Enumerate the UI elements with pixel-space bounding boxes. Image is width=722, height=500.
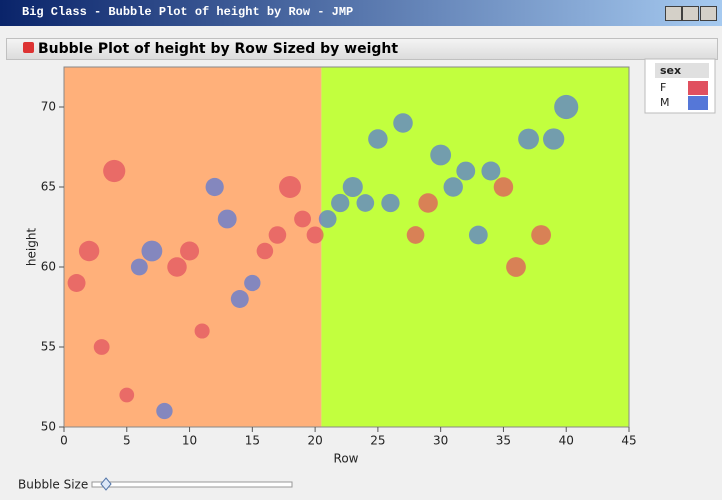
x-tick-label: 0: [60, 434, 68, 448]
plot-frame: [63, 66, 630, 428]
y-tick-label: 65: [41, 180, 56, 194]
bubble: [167, 257, 187, 277]
bubble: [381, 193, 400, 213]
report-header: Bubble Plot of height by Row Sized by we…: [6, 38, 718, 60]
slider-track[interactable]: [91, 481, 293, 488]
x-tick-label: 35: [496, 434, 511, 448]
bubble: [318, 210, 337, 228]
x-tick-label: 30: [433, 434, 448, 448]
x-axis-label: Row: [334, 452, 359, 466]
bubble: [217, 209, 237, 229]
close-button[interactable]: [700, 6, 717, 21]
x-tick-label: 40: [559, 434, 574, 448]
bubble: [130, 258, 148, 276]
report-title: Bubble Plot of height by Row Sized by we…: [38, 41, 399, 57]
bubble: [141, 240, 163, 262]
bubble: [67, 274, 86, 292]
bubble: [256, 242, 274, 260]
bubble: [331, 193, 350, 213]
bubble: [244, 274, 261, 292]
bubble: [554, 94, 579, 120]
minimize-button[interactable]: [665, 6, 682, 21]
bubble: [230, 290, 249, 308]
window-title: Big Class - Bubble Plot of height by Row…: [22, 5, 354, 19]
bubble: [194, 323, 210, 339]
bubble: [430, 144, 452, 166]
background-region: [321, 67, 629, 427]
bubble: [342, 176, 363, 198]
maximize-button[interactable]: [682, 6, 699, 21]
x-tick-label: 10: [182, 434, 197, 448]
legend-label: F: [660, 81, 666, 94]
bubble: [443, 177, 463, 197]
title-bar: Big Class - Bubble Plot of height by Row…: [0, 0, 722, 26]
slider-thumb[interactable]: [100, 477, 112, 491]
bubble: [506, 257, 526, 277]
bubble: [205, 177, 224, 197]
bubble: [279, 176, 301, 198]
bubble: [456, 161, 476, 181]
x-tick-label: 15: [245, 434, 260, 448]
bubble: [543, 128, 565, 150]
x-tick-label: 25: [370, 434, 385, 448]
bubble: [294, 210, 311, 228]
bubble: [103, 159, 126, 183]
bubble: [368, 129, 388, 149]
bubble: [518, 128, 539, 150]
x-tick-label: 20: [307, 434, 322, 448]
legend-title: sex: [660, 64, 681, 77]
legend-header: [655, 63, 709, 78]
bubble: [481, 161, 501, 181]
bubble: [356, 194, 375, 212]
bubble: [406, 226, 425, 244]
red-triangle-menu[interactable]: [23, 42, 34, 53]
bubble: [393, 113, 413, 133]
bubble: [531, 225, 552, 245]
y-axis-label: height: [25, 228, 39, 267]
bubble: [468, 225, 488, 245]
x-tick-label: 5: [123, 434, 131, 448]
bubble: [306, 226, 324, 244]
y-tick-label: 50: [41, 420, 56, 434]
bubble: [93, 339, 110, 355]
bubble: [78, 240, 100, 262]
slider-label: Bubble Size: [18, 478, 88, 492]
legend-label: M: [660, 96, 670, 109]
bubble: [268, 226, 287, 244]
bubble: [119, 387, 135, 403]
x-tick-label: 45: [621, 434, 636, 448]
legend-swatch: [688, 96, 708, 110]
bubble: [493, 177, 514, 197]
y-tick-label: 70: [41, 100, 56, 114]
bubble: [418, 193, 438, 213]
legend-swatch: [688, 81, 708, 95]
bubble: [156, 402, 173, 420]
bubble: [180, 241, 200, 261]
y-tick-label: 55: [41, 340, 56, 354]
y-tick-label: 60: [41, 260, 56, 274]
